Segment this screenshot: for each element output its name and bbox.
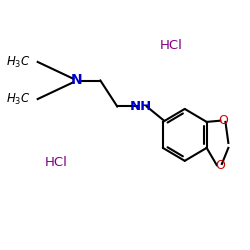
Text: N: N bbox=[70, 74, 82, 88]
Text: $H_3C$: $H_3C$ bbox=[6, 92, 30, 106]
Text: HCl: HCl bbox=[44, 156, 67, 168]
Text: O: O bbox=[215, 159, 225, 172]
Text: $H_3C$: $H_3C$ bbox=[6, 54, 30, 70]
Text: HCl: HCl bbox=[160, 40, 183, 52]
Text: O: O bbox=[218, 114, 228, 127]
Text: NH: NH bbox=[130, 100, 152, 113]
